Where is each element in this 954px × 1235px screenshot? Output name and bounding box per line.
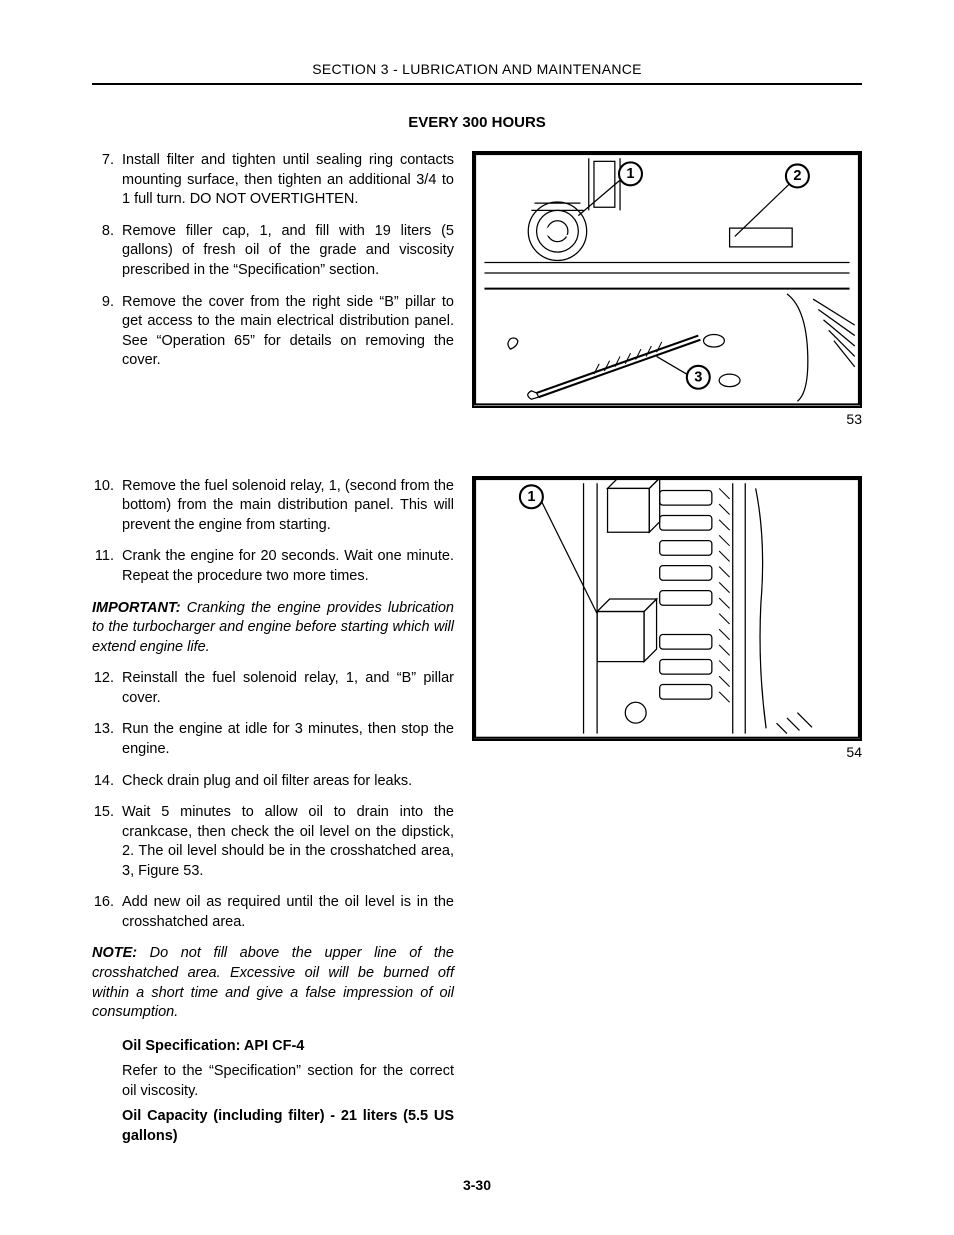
oil-capacity: Oil Capacity (including filter) - 21 lit…: [122, 1107, 454, 1146]
step-number: 7.: [92, 151, 122, 210]
step-item: 10.Remove the fuel solenoid relay, 1, (s…: [92, 477, 454, 536]
content-columns: 7.Install filter and tighten until seali…: [92, 151, 862, 1152]
note-label: NOTE:: [92, 945, 137, 961]
spec-block: Oil Specification: API CF-4 Refer to the…: [92, 1037, 454, 1147]
step-list-block-2: 10.Remove the fuel solenoid relay, 1, (s…: [92, 477, 454, 587]
step-text: Run the engine at idle for 3 minutes, th…: [122, 720, 454, 759]
oil-spec-note: Refer to the “Specification” section for…: [122, 1062, 454, 1101]
step-item: 14.Check drain plug and oil filter areas…: [92, 772, 454, 792]
step-number: 15.: [92, 803, 122, 881]
page-title: EVERY 300 HOURS: [92, 113, 862, 133]
step-text: Remove the fuel solenoid relay, 1, (seco…: [122, 477, 454, 536]
left-column: 7.Install filter and tighten until seali…: [92, 151, 454, 1152]
step-text: Wait 5 minutes to allow oil to drain int…: [122, 803, 454, 881]
step-item: 13.Run the engine at idle for 3 minutes,…: [92, 720, 454, 759]
right-column: OIL: [472, 151, 862, 1152]
step-number: 14.: [92, 772, 122, 792]
step-number: 13.: [92, 720, 122, 759]
step-item: 12.Reinstall the fuel solenoid relay, 1,…: [92, 669, 454, 708]
step-number: 16.: [92, 893, 122, 932]
step-number: 8.: [92, 222, 122, 281]
figure-54-diagram: 1: [472, 476, 862, 741]
spacer: [472, 434, 862, 476]
step-number: 11.: [92, 547, 122, 586]
step-text: Reinstall the fuel solenoid relay, 1, an…: [122, 669, 454, 708]
step-item: 7.Install filter and tighten until seali…: [92, 151, 454, 210]
important-label: IMPORTANT:: [92, 600, 181, 616]
step-item: 15.Wait 5 minutes to allow oil to drain …: [92, 803, 454, 881]
step-list-block-3: 12.Reinstall the fuel solenoid relay, 1,…: [92, 669, 454, 932]
figure-53: OIL: [472, 151, 862, 428]
callout-1: 1: [527, 489, 535, 505]
step-text: Remove the cover from the right side “B”…: [122, 293, 454, 371]
figure-54: 1 54: [472, 476, 862, 762]
step-item: 9.Remove the cover from the right side “…: [92, 293, 454, 371]
note-paragraph: NOTE: Do not fill above the upper line o…: [92, 944, 454, 1022]
step-number: 10.: [92, 477, 122, 536]
figure-53-caption: 53: [472, 410, 862, 429]
section-header: SECTION 3 - LUBRICATION AND MAINTENANCE: [92, 60, 862, 85]
callout-3: 3: [694, 369, 702, 385]
spacer: [92, 383, 454, 477]
step-item: 11.Crank the engine for 20 seconds. Wait…: [92, 547, 454, 586]
oil-spec-heading: Oil Specification: API CF-4: [122, 1037, 454, 1057]
step-number: 12.: [92, 669, 122, 708]
step-text: Check drain plug and oil filter areas fo…: [122, 772, 454, 792]
step-text: Install filter and tighten until sealing…: [122, 151, 454, 210]
step-item: 8.Remove filler cap, 1, and fill with 19…: [92, 222, 454, 281]
step-list-block-1: 7.Install filter and tighten until seali…: [92, 151, 454, 371]
important-note: IMPORTANT: Cranking the engine provides …: [92, 599, 454, 658]
figure-54-caption: 54: [472, 743, 862, 762]
step-number: 9.: [92, 293, 122, 371]
callout-2: 2: [793, 168, 801, 184]
step-text: Crank the engine for 20 seconds. Wait on…: [122, 547, 454, 586]
figure-53-diagram: OIL: [472, 151, 862, 407]
svg-text:OIL: OIL: [545, 224, 569, 240]
page-number: 3-30: [0, 1176, 954, 1195]
note-text: Do not fill above the upper line of the …: [92, 945, 454, 1020]
step-text: Add new oil as required until the oil le…: [122, 893, 454, 932]
callout-1: 1: [626, 166, 634, 182]
step-text: Remove filler cap, 1, and fill with 19 l…: [122, 222, 454, 281]
step-item: 16.Add new oil as required until the oil…: [92, 893, 454, 932]
